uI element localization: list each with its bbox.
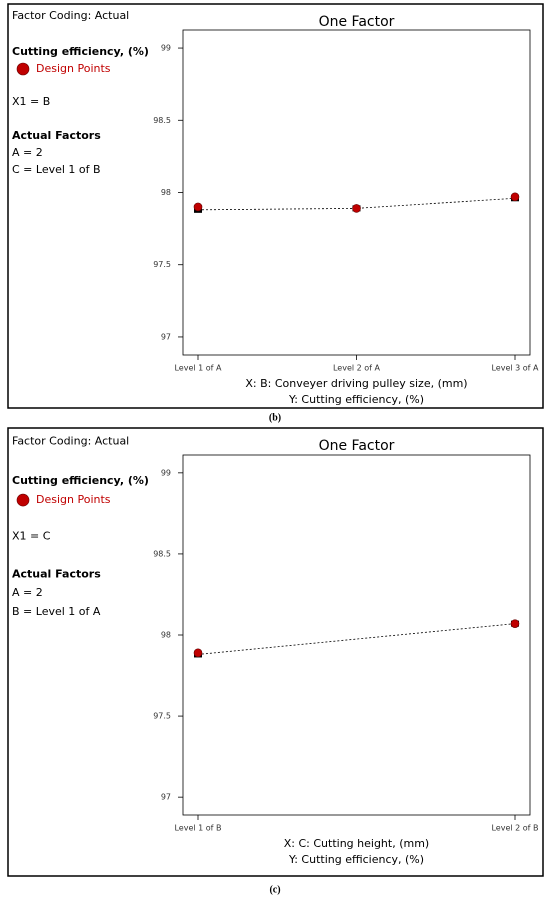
- prediction-line: [197, 197, 516, 211]
- caption: (c): [269, 884, 280, 895]
- x-axis-label: X: C: Cutting height, (mm): [284, 837, 429, 850]
- y-tick-label: 99: [161, 44, 171, 53]
- x-tick-label: Level 1 of A: [174, 364, 222, 373]
- y-tick-label: 99: [161, 468, 171, 477]
- x-axis-label: X: B: Conveyer driving pulley size, (mm): [245, 377, 467, 390]
- plot-area: [182, 454, 531, 816]
- design-point: [193, 202, 203, 212]
- y-axis-label: Y: Cutting efficiency, (%): [288, 393, 424, 406]
- x-tick-label: Level 2 of B: [491, 824, 538, 833]
- caption: (b): [269, 412, 281, 423]
- design-point: [352, 204, 361, 213]
- design-point: [193, 648, 203, 658]
- actual-factor: C = Level 1 of B: [12, 163, 101, 176]
- legend-label: Design Points: [36, 493, 111, 506]
- y-tick-label: 98: [161, 188, 171, 197]
- y-tick-label: 98.5: [153, 116, 171, 125]
- design-point: [510, 619, 520, 628]
- y-tick-label: 98.5: [153, 549, 171, 558]
- x1-factor: X1 = C: [12, 530, 51, 543]
- factor-coding: Factor Coding: Actual: [12, 434, 129, 447]
- panel-border: [7, 427, 544, 877]
- legend-label: Design Points: [36, 62, 111, 75]
- x-tick-label: Level 3 of A: [491, 364, 539, 373]
- actual-factors-title: Actual Factors: [12, 129, 101, 142]
- response: Cutting efficiency, (%): [12, 45, 149, 58]
- x-tick-label: Level 1 of B: [174, 824, 221, 833]
- design-point: [510, 192, 520, 202]
- y-tick-label: 97: [161, 332, 171, 341]
- actual-factor: A = 2: [12, 586, 43, 599]
- prediction-line: [197, 623, 516, 655]
- y-tick-label: 97: [161, 793, 171, 802]
- response: Cutting efficiency, (%): [12, 474, 149, 487]
- y-tick-label: 98: [161, 631, 171, 640]
- x1-factor: X1 = B: [12, 95, 50, 108]
- legend-marker: [16, 493, 30, 507]
- y-axis-label: Y: Cutting efficiency, (%): [288, 853, 424, 866]
- actual-factor: A = 2: [12, 146, 43, 159]
- chart-title: One Factor: [319, 14, 395, 30]
- legend-marker: [16, 62, 30, 76]
- plot-area: [182, 29, 531, 356]
- actual-factor: B = Level 1 of A: [12, 605, 101, 618]
- actual-factors-title: Actual Factors: [12, 567, 101, 580]
- y-tick-label: 97.5: [153, 712, 171, 721]
- x-tick-label: Level 2 of A: [333, 364, 381, 373]
- chart-title: One Factor: [319, 438, 395, 454]
- panel-border: [7, 3, 544, 409]
- factor-coding: Factor Coding: Actual: [12, 9, 129, 22]
- y-tick-label: 97.5: [153, 260, 171, 269]
